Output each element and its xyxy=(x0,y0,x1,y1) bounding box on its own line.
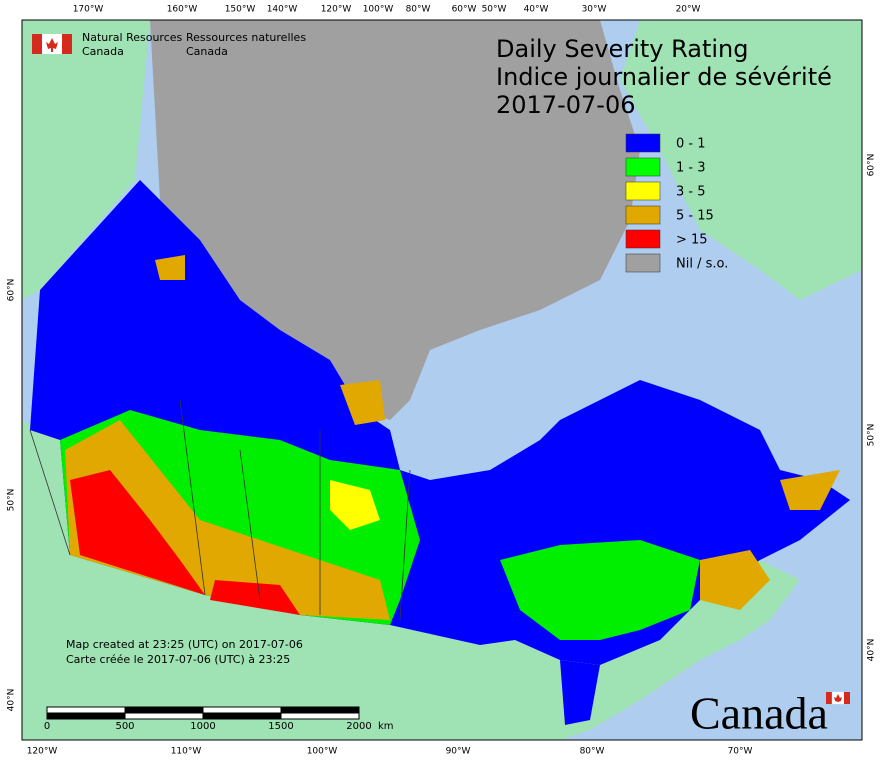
graticule-top: 120°W xyxy=(321,5,352,15)
graticule-top: 40°W xyxy=(524,5,549,15)
graticule-bottom: 80°W xyxy=(580,747,605,757)
graticule-top: 20°W xyxy=(676,5,701,15)
scale-label: 2000 xyxy=(346,721,371,732)
map-title: 2017-07-06 xyxy=(496,91,635,119)
scale-label: 500 xyxy=(115,721,134,732)
legend-label: 5 - 15 xyxy=(676,209,714,224)
map-border xyxy=(21,19,863,741)
boundaries xyxy=(29,399,411,621)
credit-line: Carte créée le 2017-07-06 (UTC) à 23:25 xyxy=(66,653,290,666)
org-name-fr: Canada xyxy=(186,45,228,58)
scale-segment xyxy=(125,707,203,713)
legend-swatch xyxy=(625,253,661,273)
scale-label: 1000 xyxy=(190,721,215,732)
map-title: Daily Severity Rating xyxy=(496,35,748,63)
graticule-left: 60°N xyxy=(7,279,17,302)
legend-label: > 15 xyxy=(676,233,708,248)
ontario-south xyxy=(560,660,600,725)
graticule-top: 140°W xyxy=(267,5,298,15)
graticule-top: 150°W xyxy=(225,5,256,15)
scale-segment xyxy=(281,707,359,713)
graticule-top: 60°W xyxy=(452,5,477,15)
east-moderate xyxy=(500,540,700,640)
east-high xyxy=(700,470,840,610)
graticule-right: 40°N xyxy=(867,639,877,662)
graticule-bottom: 110°W xyxy=(171,747,202,757)
scale-unit: km xyxy=(378,721,394,732)
org-name-fr: Ressources naturelles xyxy=(186,31,306,44)
legend-swatch xyxy=(625,181,661,201)
scale-label: 1500 xyxy=(268,721,293,732)
graticule-top: 160°W xyxy=(167,5,198,15)
nrcan-flag xyxy=(32,34,72,54)
legend-label: 1 - 3 xyxy=(676,161,706,176)
wordmark: Canada xyxy=(690,688,828,739)
org-name-en: Natural Resources xyxy=(82,31,183,44)
graticule-bottom: 100°W xyxy=(307,747,338,757)
legend-swatch xyxy=(625,157,661,177)
arctic-nil xyxy=(150,20,640,420)
graticule-top: 30°W xyxy=(582,5,607,15)
credit-line: Map created at 23:25 (UTC) on 2017-07-06 xyxy=(66,638,303,651)
graticule-top: 100°W xyxy=(363,5,394,15)
org-name-en: Canada xyxy=(82,45,124,58)
north-patches xyxy=(155,255,385,425)
legend-swatch xyxy=(625,133,661,153)
map-body xyxy=(22,20,862,740)
graticule-bottom: 70°W xyxy=(728,747,753,757)
graticule-right: 60°N xyxy=(867,154,877,177)
graticule-bottom: 90°W xyxy=(446,747,471,757)
map-title: Indice journalier de sévérité xyxy=(496,63,832,91)
graticule-left: 50°N xyxy=(7,489,17,512)
legend-label: 0 - 1 xyxy=(676,137,706,152)
canada-wordmark-flag xyxy=(826,691,850,705)
graticule-right: 50°N xyxy=(867,424,877,447)
graticule-bottom: 120°W xyxy=(27,747,58,757)
scale-segment xyxy=(47,713,125,719)
greenland-land xyxy=(620,20,862,300)
graticule-left: 40°N xyxy=(7,689,17,712)
legend-swatch xyxy=(625,205,661,225)
graticule-top: 170°W xyxy=(73,5,104,15)
legend-label: 3 - 5 xyxy=(676,185,706,200)
alaska-land xyxy=(22,20,150,300)
scale-label: 0 xyxy=(44,721,50,732)
west-extreme xyxy=(70,470,300,615)
legend-swatch xyxy=(625,229,661,249)
legend-label: Nil / s.o. xyxy=(676,257,728,272)
graticule-top: 50°W xyxy=(482,5,507,15)
graticule-top: 80°W xyxy=(406,5,431,15)
scale-segment xyxy=(203,713,281,719)
